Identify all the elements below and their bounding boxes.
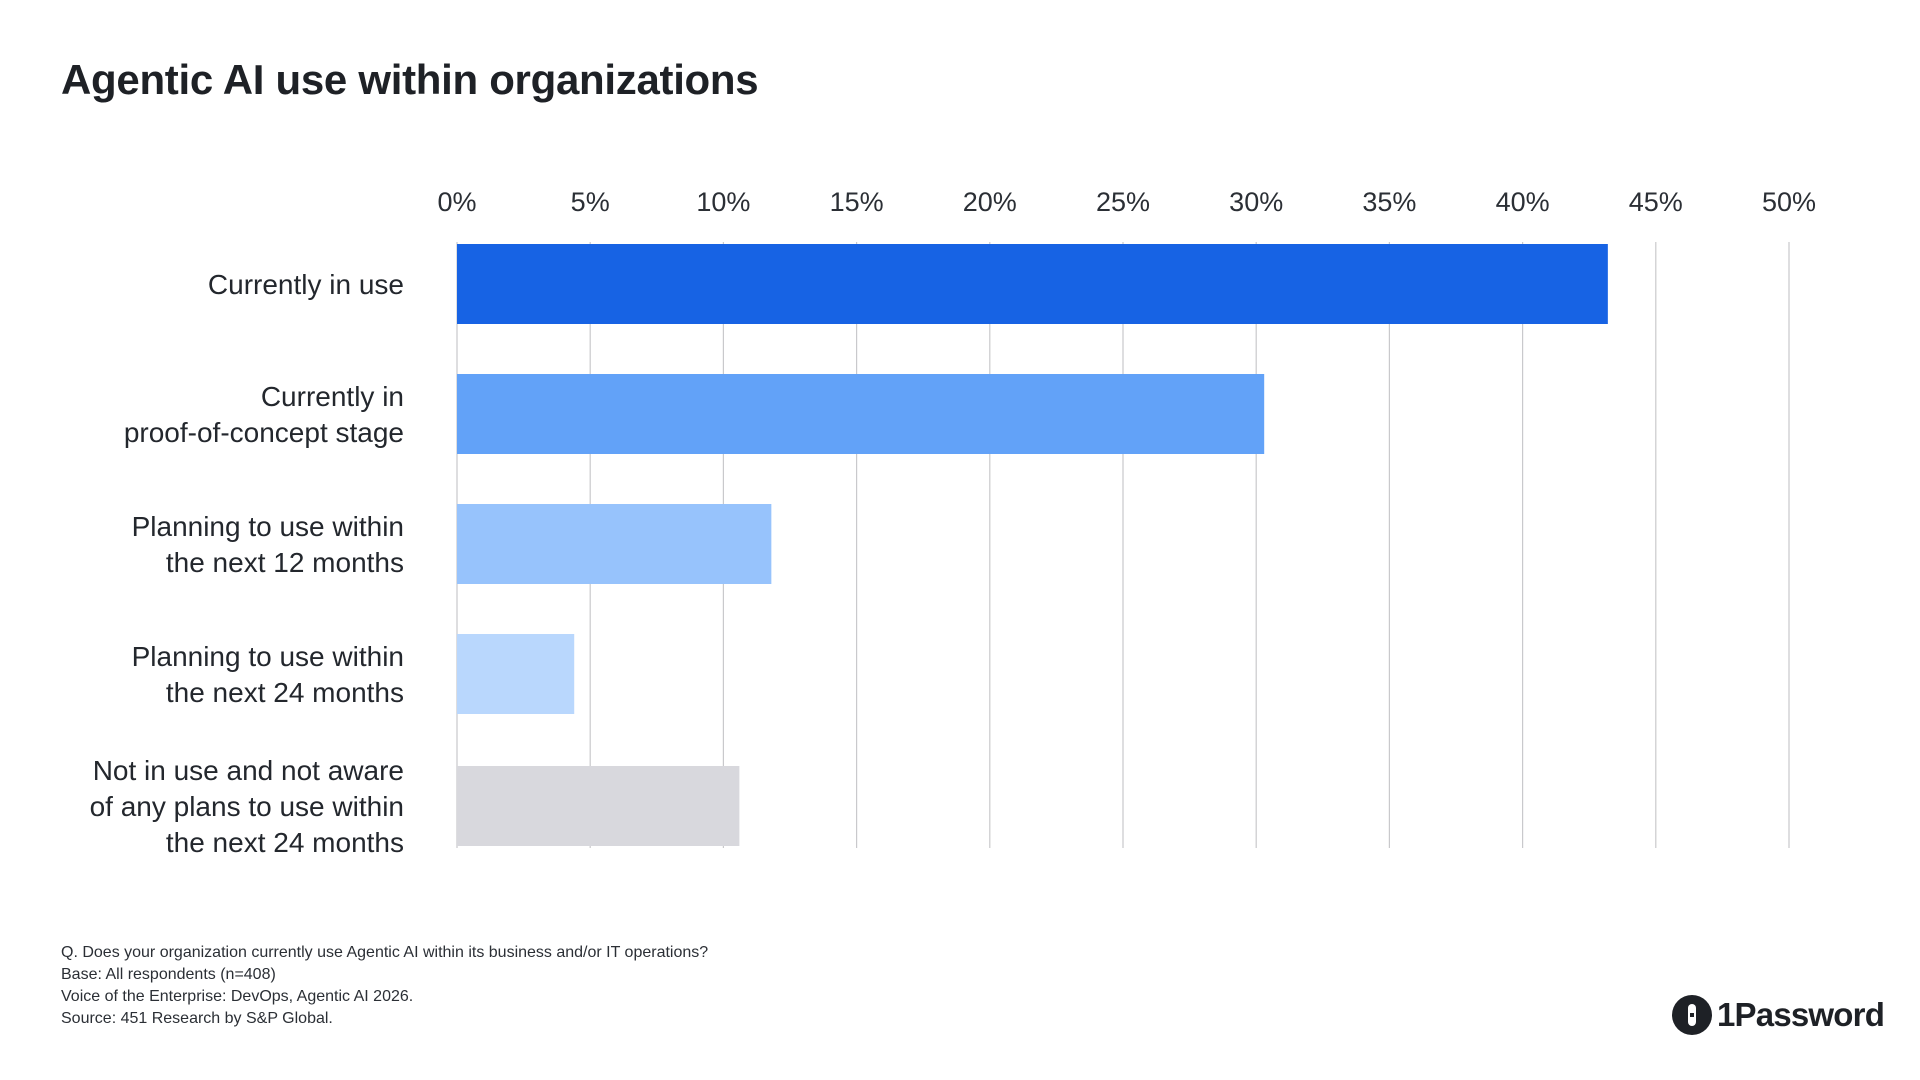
category-label-1-1: proof-of-concept stage [124,417,404,448]
bar-2 [457,504,772,584]
x-tick-label-4: 20% [963,187,1017,217]
bar-1 [457,374,1265,454]
bar-4 [457,766,740,846]
chart-title: Agentic AI use within organizations [61,56,759,103]
survey-base: Base: All respondents (n=408) [61,966,276,983]
category-label-3-1: the next 24 months [166,677,404,708]
chart-notes: Q. Does your organization currently use … [61,942,708,1030]
category-label-4-0: Not in use and not aware [93,755,404,786]
survey-name: Voice of the Enterprise: DevOps, Agentic… [61,988,414,1005]
category-label-3-0: Planning to use within [132,641,404,672]
x-tick-label-10: 50% [1762,187,1816,217]
x-tick-label-8: 40% [1496,187,1550,217]
category-label-0-0: Currently in use [208,269,404,300]
x-tick-label-3: 15% [830,187,884,217]
bar-chart: 0% 5% 10% 15% 20% 25% 30% 35% 40% 45% 50% Currently… [90,187,1816,858]
category-label-4-1: of any plans to use within [90,791,404,822]
x-tick-label-6: 30% [1229,187,1283,217]
category-label-1-0: Currently in [261,381,404,412]
x-tick-label-0: 0% [437,187,476,217]
x-tick-label-1: 5% [571,187,610,217]
x-tick-label-7: 35% [1362,187,1416,217]
1password-logo-icon [1672,995,1712,1035]
x-tick-label-9: 45% [1629,187,1683,217]
category-label-4-2: the next 24 months [166,827,404,858]
bar-3 [457,634,575,714]
survey-question: Q. Does your organization currently use … [61,944,709,961]
category-label-2-0: Planning to use within [132,511,404,542]
x-tick-label-2: 10% [696,187,750,217]
x-tick-label-5: 25% [1096,187,1150,217]
bar-0 [457,244,1608,324]
source-note: Source: 451 Research by S&P Global. [61,1010,333,1027]
category-label-2-1: the next 12 months [166,547,404,578]
brand-name: 1Password [1717,996,1885,1033]
brand-logo: 1Password [1672,993,1885,1037]
